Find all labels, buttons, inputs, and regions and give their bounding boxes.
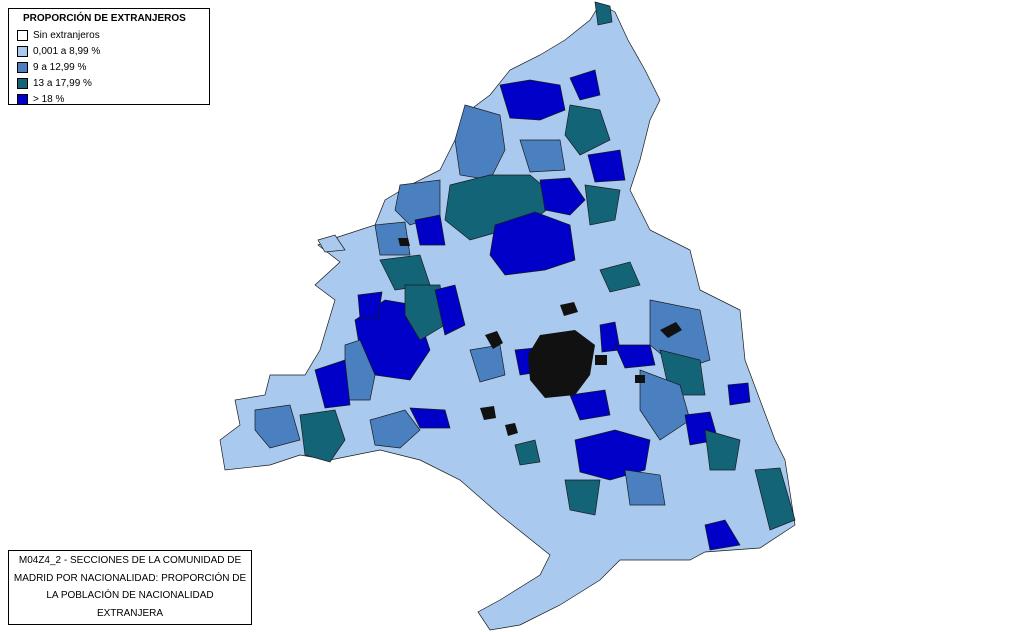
map-region <box>299 409 346 463</box>
map-region <box>514 439 541 466</box>
map-region <box>489 211 576 276</box>
map-region <box>469 344 506 383</box>
map-region <box>374 221 411 256</box>
map-region <box>587 149 626 183</box>
caption-line: LA POBLACIÓN DE NACIONALIDAD <box>46 590 214 601</box>
legend-item: Sin extranjeros <box>9 27 209 43</box>
legend-swatch <box>17 77 28 89</box>
urban-core <box>398 238 682 436</box>
caption: M04Z4_2 - SECCIONES DE LA COMUNIDAD DE MA… <box>8 550 252 625</box>
legend-swatch <box>17 45 28 57</box>
map-region <box>599 261 641 293</box>
legend-title: PROPORCIÓN DE EXTRANJEROS <box>23 13 186 24</box>
map-region <box>317 234 346 253</box>
caption-line: MADRID POR NACIONALIDAD: PROPORCIÓN DE <box>13 572 247 584</box>
legend-label: 9 a 12,99 % <box>33 61 87 73</box>
map-region <box>704 429 741 471</box>
legend: PROPORCIÓN DE EXTRANJEROS Sin extranjero… <box>8 8 210 105</box>
legend-label: Sin extranjeros <box>33 29 100 41</box>
legend-items: Sin extranjeros 0,001 a 8,99 % 9 a 12,99 %… <box>9 27 209 107</box>
map-region <box>357 291 383 319</box>
map-region <box>639 369 691 441</box>
map-region <box>754 467 796 531</box>
map-region <box>574 429 651 481</box>
legend-item: 13 a 17,99 % <box>9 75 209 91</box>
map-region <box>409 407 451 429</box>
map-region <box>314 359 351 409</box>
map-region <box>564 479 601 516</box>
map-region <box>614 344 656 369</box>
legend-swatch <box>17 29 28 41</box>
map-region <box>434 284 466 336</box>
legend-item: > 18 % <box>9 91 209 107</box>
map-region <box>404 284 446 341</box>
map-region <box>499 79 566 121</box>
legend-item: 9 a 12,99 % <box>9 59 209 75</box>
map-regions <box>219 1 796 631</box>
map-region <box>569 69 601 101</box>
urban-core <box>528 330 595 398</box>
map-region <box>594 1 613 26</box>
map-region <box>539 177 586 216</box>
legend-label: 13 a 17,99 % <box>33 77 92 89</box>
map-region <box>569 389 611 421</box>
map-region <box>519 139 566 173</box>
caption-line: M04Z4_2 - SECCIONES DE LA COMUNIDAD DE <box>18 555 242 566</box>
legend-item: 0,001 a 8,99 % <box>9 43 209 59</box>
caption-line: EXTRANJERA <box>96 607 164 619</box>
map-region <box>584 184 621 226</box>
map-region <box>564 104 611 156</box>
map-region <box>254 404 301 449</box>
map-region <box>624 469 666 506</box>
map-region <box>727 382 751 406</box>
map-region <box>704 519 741 551</box>
map-region <box>414 214 446 246</box>
legend-swatch <box>17 93 28 105</box>
legend-label: 0,001 a 8,99 % <box>33 45 101 57</box>
legend-swatch <box>17 61 28 73</box>
map-region <box>369 409 421 449</box>
legend-label: > 18 % <box>33 93 65 105</box>
